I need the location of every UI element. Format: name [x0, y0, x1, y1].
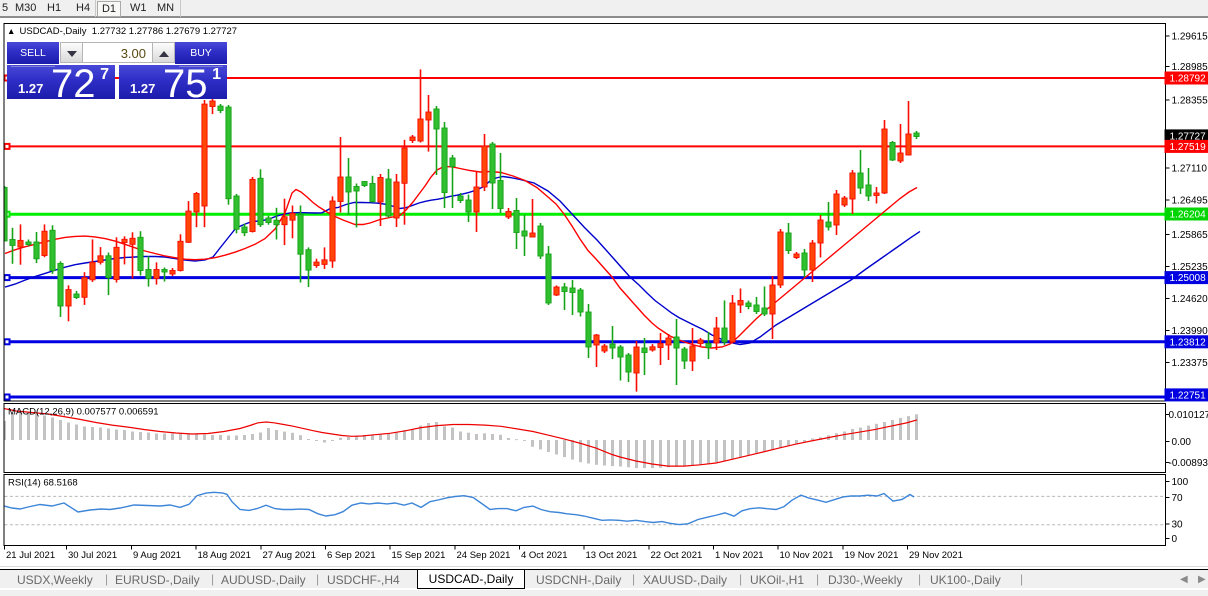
svg-text:18 Aug 2021: 18 Aug 2021: [198, 550, 251, 561]
svg-text:1.23375: 1.23375: [1172, 358, 1208, 369]
svg-text:30 Jul 2021: 30 Jul 2021: [68, 550, 117, 561]
svg-text:4 Oct 2021: 4 Oct 2021: [521, 550, 567, 561]
svg-text:1.25865: 1.25865: [1172, 230, 1208, 241]
svg-text:1.24620: 1.24620: [1172, 294, 1208, 305]
svg-text:1.29615: 1.29615: [1172, 32, 1208, 43]
svg-text:RSI(14) 68.5168: RSI(14) 68.5168: [8, 478, 78, 489]
svg-text:USDCAD-,Daily 1.27732 1.27786: USDCAD-,Daily 1.27732 1.27786 1.27679 1.…: [20, 26, 238, 37]
svg-text:1.28985: 1.28985: [1172, 62, 1208, 73]
svg-text:30: 30: [1172, 520, 1184, 531]
svg-text:1.28792: 1.28792: [1170, 74, 1207, 85]
svg-text:21 Jul 2021: 21 Jul 2021: [6, 550, 55, 561]
svg-text:-0.008939: -0.008939: [1169, 458, 1208, 469]
svg-text:15 Sep 2021: 15 Sep 2021: [392, 550, 446, 561]
svg-text:1.26495: 1.26495: [1172, 195, 1208, 206]
svg-text:0: 0: [1172, 534, 1178, 545]
svg-text:9 Aug 2021: 9 Aug 2021: [133, 550, 181, 561]
svg-text:MACD(12,26,9) 0.007577 0.00659: MACD(12,26,9) 0.007577 0.006591: [8, 407, 159, 418]
svg-text:70: 70: [1172, 493, 1184, 504]
svg-text:22 Oct 2021: 22 Oct 2021: [651, 550, 703, 561]
svg-text:1.25008: 1.25008: [1170, 273, 1207, 284]
svg-text:1.23990: 1.23990: [1172, 326, 1208, 337]
svg-text:10 Nov 2021: 10 Nov 2021: [780, 550, 834, 561]
svg-text:100: 100: [1172, 477, 1189, 488]
svg-text:27 Aug 2021: 27 Aug 2021: [263, 550, 316, 561]
svg-text:6 Sep 2021: 6 Sep 2021: [327, 550, 376, 561]
svg-text:▲: ▲: [7, 26, 15, 36]
svg-text:1.22751: 1.22751: [1170, 390, 1207, 401]
svg-text:29 Nov 2021: 29 Nov 2021: [909, 550, 963, 561]
svg-text:1.27519: 1.27519: [1170, 142, 1207, 153]
svg-text:0.00: 0.00: [1172, 437, 1192, 448]
svg-text:1.23812: 1.23812: [1170, 337, 1207, 348]
svg-text:1.27110: 1.27110: [1172, 163, 1208, 174]
svg-text:19 Nov 2021: 19 Nov 2021: [845, 550, 899, 561]
svg-text:24 Sep 2021: 24 Sep 2021: [457, 550, 511, 561]
svg-text:0.010127: 0.010127: [1169, 410, 1208, 421]
svg-text:1.25235: 1.25235: [1172, 262, 1208, 273]
svg-text:1.26204: 1.26204: [1170, 210, 1207, 221]
svg-text:1 Nov 2021: 1 Nov 2021: [715, 550, 764, 561]
svg-text:1.28355: 1.28355: [1172, 95, 1208, 106]
svg-text:1.27727: 1.27727: [1170, 131, 1207, 142]
svg-text:13 Oct 2021: 13 Oct 2021: [586, 550, 638, 561]
